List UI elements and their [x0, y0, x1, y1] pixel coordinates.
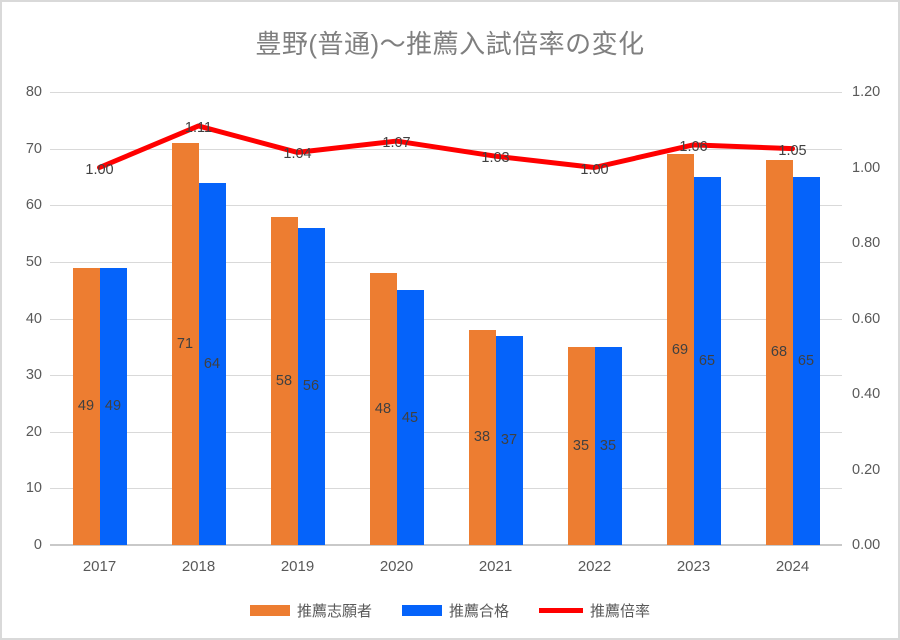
x-axis-label: 2017: [82, 558, 117, 575]
bar-accepted: [297, 227, 325, 545]
bar-accepted: [792, 176, 820, 545]
legend-item-ratio: 推薦倍率: [539, 600, 650, 621]
legend-label: 推薦合格: [448, 603, 509, 620]
ratio-point-label: 1.07: [382, 135, 411, 152]
y-axis-left-tick: 30: [25, 367, 42, 384]
bar-applicants: [666, 154, 694, 545]
legend-item-applicants: 推薦志願者: [249, 600, 372, 621]
y-axis-right-tick: 0.40: [852, 386, 881, 402]
bar-value-label: 38: [473, 429, 491, 446]
y-axis-right-tick: 1.00: [852, 159, 881, 176]
ratio-point-label: 1.04: [283, 146, 312, 163]
grid-line: [50, 318, 842, 320]
legend-label: 推薦倍率: [590, 603, 651, 620]
y-axis-left-tick: 10: [25, 480, 42, 497]
bar-value-label: 69: [671, 341, 689, 358]
chart-title: 豊野(普通)～推薦入試倍率の変化: [255, 29, 645, 59]
y-axis-left-tick: 50: [25, 253, 42, 270]
x-axis-label: 2018: [181, 558, 216, 575]
x-axis-label: 2021: [478, 558, 513, 575]
y-axis-right-tick: 0.20: [852, 461, 881, 478]
grid-line: [50, 261, 842, 263]
ratio-point-label: 1.05: [778, 142, 807, 159]
bar-applicants: [765, 159, 793, 545]
y-axis-left-tick: 60: [25, 197, 42, 214]
bar-value-label: 45: [401, 409, 419, 426]
bar-applicants: [369, 273, 397, 545]
bar-value-label: 65: [797, 352, 815, 369]
ratio-point-label: 1.03: [481, 150, 510, 167]
bar-accepted: [396, 290, 424, 545]
legend-bar-swatch: [249, 605, 290, 616]
x-axis-line: [50, 544, 842, 546]
y-axis-right-tick: 0.60: [852, 310, 881, 327]
bar-value-label: 58: [275, 372, 293, 389]
grid-line: [50, 205, 842, 207]
ratio-point-label: 1.00: [85, 161, 114, 178]
bar-applicants: [567, 346, 595, 545]
y-axis-right-tick: 0.80: [852, 235, 881, 251]
legend-label: 推薦志願者: [296, 603, 372, 620]
ratio-line: [97, 123, 795, 170]
bar-accepted: [594, 346, 622, 545]
y-axis-right-tick: 0.00: [852, 537, 881, 553]
bar-accepted: [198, 182, 226, 545]
y-axis-left-tick: 70: [25, 140, 42, 157]
grid-line: [50, 92, 842, 93]
grid-line: [50, 375, 842, 377]
bar-accepted: [693, 176, 721, 545]
y-axis-left-tick: 80: [25, 84, 42, 100]
bar-value-label: 35: [599, 437, 617, 454]
bar-applicants: [171, 142, 199, 545]
x-axis-label: 2020: [379, 558, 414, 575]
legend-bar-swatch: [401, 605, 442, 616]
bar-value-label: 37: [500, 432, 518, 449]
legend: 推薦志願者 推薦合格 推薦倍率: [2, 600, 898, 621]
x-axis-label: 2019: [280, 558, 315, 575]
bar-applicants: [270, 216, 298, 545]
x-axis-label: 2024: [775, 558, 810, 575]
ratio-point-label: 1.00: [580, 161, 609, 178]
bar-applicants: [72, 267, 100, 545]
grid-line: [50, 488, 842, 490]
ratio-point-label: 1.06: [679, 138, 708, 155]
legend-item-accepted: 推薦合格: [401, 600, 509, 621]
y-axis-right-tick: 1.20: [852, 84, 881, 100]
plot-area: 49 71 58 48 38 35 69 68 49 64 56 45 37 35 65 65 1.00 1.11…: [50, 92, 842, 546]
y-axis-left-tick: 0: [33, 537, 42, 553]
bar-value-label: 65: [698, 352, 716, 369]
ratio-point-label: 1.11: [184, 119, 213, 136]
y-axis-left-tick: 40: [25, 310, 42, 327]
bar-value-label: 48: [374, 401, 392, 418]
y-axis-left-tick: 20: [25, 423, 42, 440]
bar-accepted: [495, 335, 523, 545]
x-axis-label: 2023: [676, 558, 711, 575]
grid-line: [50, 431, 842, 433]
x-axis-label: 2022: [577, 558, 612, 575]
bar-value-label: 49: [104, 398, 122, 415]
legend-line-swatch: [539, 608, 583, 613]
bar-applicants: [468, 329, 496, 545]
bar-value-label: 56: [302, 378, 320, 395]
bar-value-label: 35: [572, 437, 590, 454]
bar-value-label: 49: [77, 398, 95, 415]
bar-value-label: 71: [176, 335, 194, 352]
bar-value-label: 64: [203, 355, 221, 372]
bar-value-label: 68: [770, 344, 788, 361]
bar-accepted: [99, 267, 127, 545]
